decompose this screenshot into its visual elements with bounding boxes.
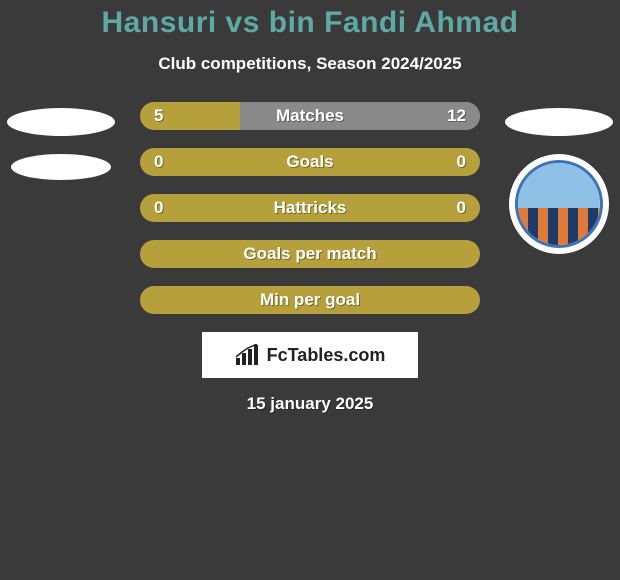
stat-label: Matches: [140, 102, 480, 130]
stat-label: Min per goal: [140, 286, 480, 314]
page-title: Hansuri vs bin Fandi Ahmad: [0, 6, 620, 40]
crest-placeholder-icon: [7, 108, 115, 136]
bar-chart-icon: [235, 344, 261, 366]
crest-placeholder-icon: [505, 108, 613, 136]
stat-bar: 00Goals: [140, 148, 480, 176]
club-badge-icon: [509, 154, 609, 254]
stat-label: Goals: [140, 148, 480, 176]
stat-bar: Min per goal: [140, 286, 480, 314]
logo-text: FcTables.com: [267, 345, 386, 366]
crest-placeholder-icon: [11, 154, 111, 180]
stat-bar: 00Hattricks: [140, 194, 480, 222]
stat-bar: 512Matches: [140, 102, 480, 130]
subtitle: Club competitions, Season 2024/2025: [0, 54, 620, 74]
comparison-infographic: Hansuri vs bin Fandi Ahmad Club competit…: [0, 0, 620, 414]
right-crests: [504, 108, 614, 254]
stat-label: Hattricks: [140, 194, 480, 222]
left-crests: [6, 108, 116, 180]
stat-label: Goals per match: [140, 240, 480, 268]
fctables-logo: FcTables.com: [202, 332, 418, 378]
stat-bar: Goals per match: [140, 240, 480, 268]
stats-area: 512Matches 00Goals 00Hattricks Goals per ma…: [0, 102, 620, 314]
date-text: 15 january 2025: [0, 394, 620, 414]
